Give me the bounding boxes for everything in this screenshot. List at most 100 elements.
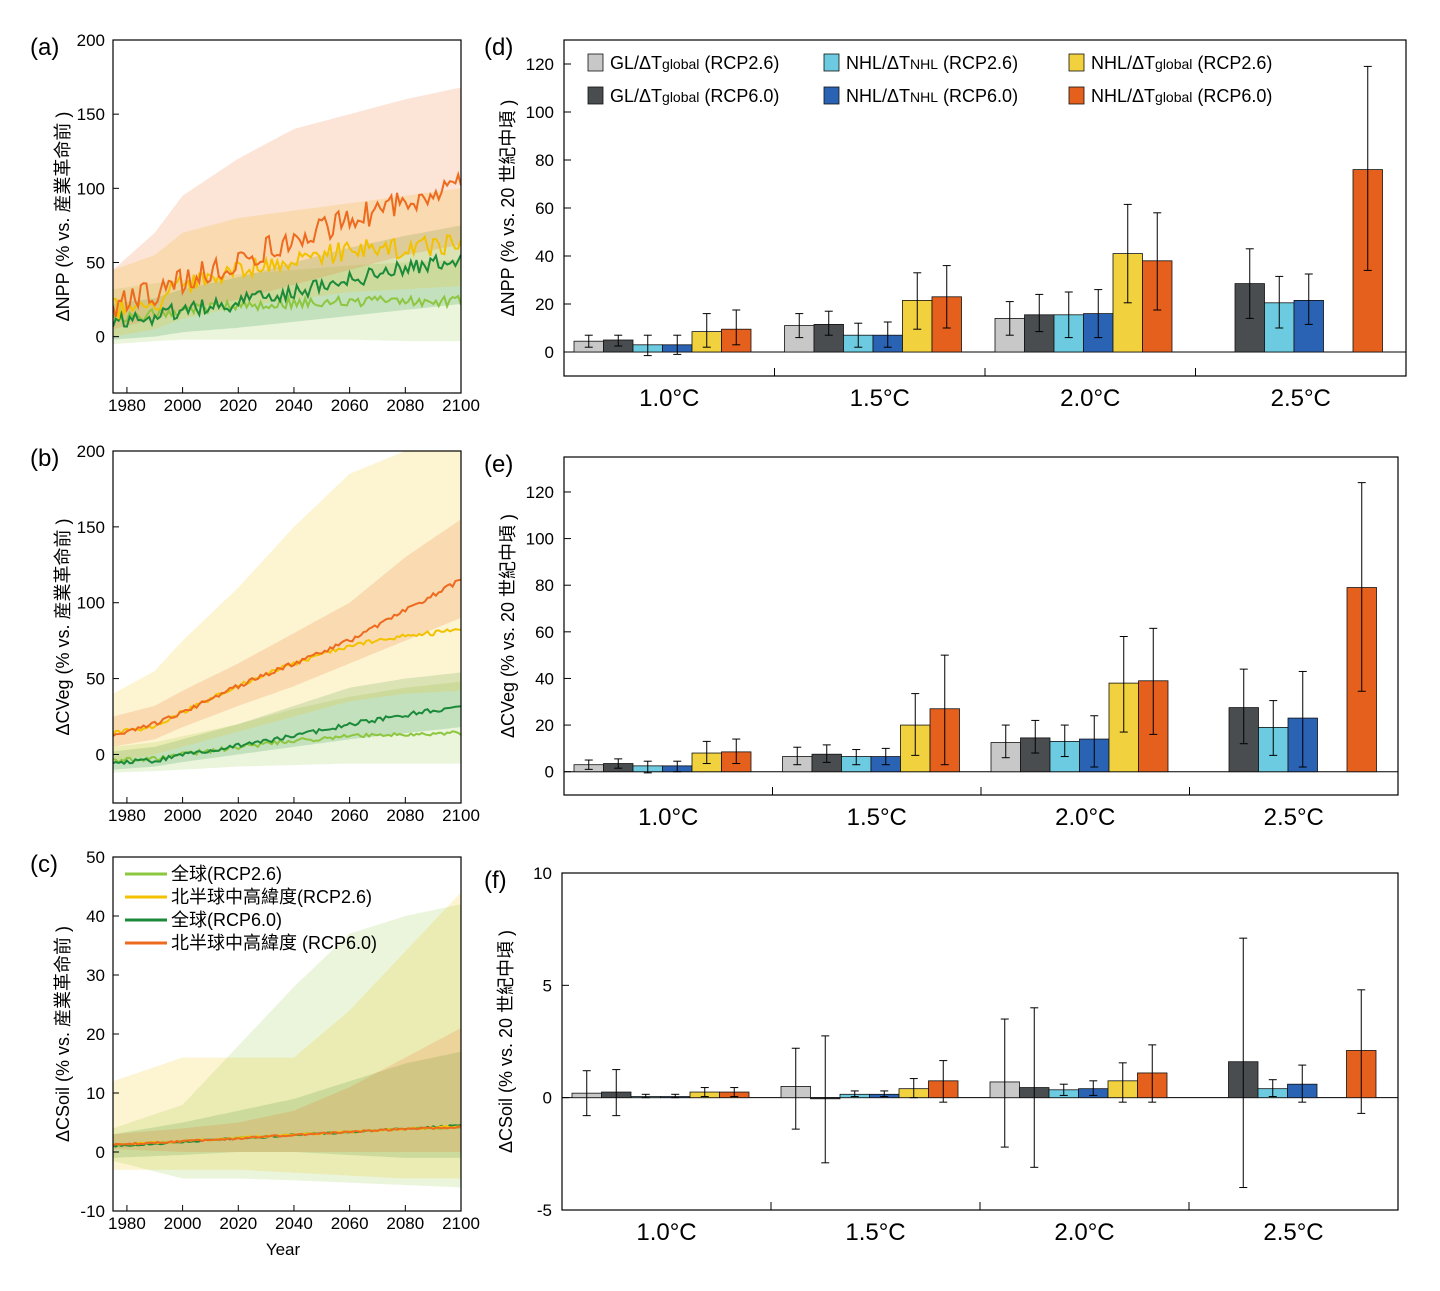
category-label: 1.0°C [636, 1219, 696, 1246]
category-label: 1.0°C [638, 804, 698, 831]
y-axis-label: ΔCVeg (% vs. 産業革命前 ) [53, 518, 73, 735]
xtick-label: 2020 [219, 1214, 257, 1233]
ytick-label: 150 [77, 518, 105, 537]
legend-swatch [587, 86, 604, 105]
category-label: 2.5°C [1263, 1219, 1323, 1246]
legend-label: NHL/ΔTNHL (RCP6.0) [846, 86, 1018, 106]
panel-label: (d) [484, 34, 513, 61]
xtick-label: 2080 [386, 806, 424, 825]
line-panel-a: 0 50 100 150 200 1980 2000 2020 2040 2060 2080 2100… [30, 31, 480, 415]
legend-label: NHL/ΔTglobal (RCP2.6) [1091, 53, 1272, 73]
ytick-label: 80 [535, 151, 554, 170]
ytick-label: 100 [526, 103, 554, 122]
band-nhl_rcp60 [113, 519, 461, 747]
ytick-label: 20 [86, 1025, 105, 1044]
xtick-label: 1980 [108, 806, 146, 825]
panel-label: (f) [484, 867, 507, 894]
category-label: 2.5°C [1264, 804, 1324, 831]
ytick-label: 0 [545, 763, 554, 782]
category-label: 2.5°C [1271, 385, 1331, 412]
y-axis-label: ΔCVeg (% vs. 20 世紀中頃 ) [498, 514, 518, 738]
ytick-label: 50 [86, 848, 105, 867]
line-gl_rcp26 [113, 293, 461, 323]
xtick-label: 2040 [275, 806, 313, 825]
axes-frame-a [112, 39, 462, 394]
ytick-label: 30 [86, 966, 105, 985]
panel-label: (a) [30, 34, 59, 61]
xtick-label: 2020 [219, 396, 257, 415]
line-panel-b: 0 50 100 150 200 1980 2000 2020 2040 2060 2080 2100… [30, 442, 480, 825]
legend-swatch [1068, 53, 1085, 72]
xtick-label: 2100 [442, 1214, 480, 1233]
ytick-label: 150 [77, 105, 105, 124]
panel-label: (e) [484, 451, 513, 478]
plot-area-c [113, 892, 461, 1188]
xtick-label: 2000 [164, 396, 202, 415]
ytick-label: 80 [535, 576, 554, 595]
ytick-label: 60 [535, 623, 554, 642]
ytick-label: 200 [77, 31, 105, 50]
xtick-label: 1980 [108, 396, 146, 415]
ytick-label: 100 [77, 179, 105, 198]
ytick-label: 0 [96, 1143, 105, 1162]
band-nhl_rcp26 [113, 892, 461, 1179]
xtick-label: 2000 [164, 806, 202, 825]
ytick-label: 0 [96, 328, 105, 347]
band-nhl_rcp60 [113, 87, 461, 330]
ytick-label: 5 [543, 976, 552, 995]
legend-label: 全球(RCP2.6) [171, 864, 282, 884]
xtick-label: 2060 [331, 806, 369, 825]
bar-panel-e: 0 20 40 60 80 100 120 1.0°C 1.5°C 2.0°C 2.5°C (e) ΔC… [484, 451, 1399, 831]
category-label: 2.0°C [1054, 1219, 1114, 1246]
xtick-label: 2020 [219, 806, 257, 825]
panel-label: (c) [30, 851, 58, 878]
ytick-label: 50 [86, 253, 105, 272]
ytick-label: 60 [535, 199, 554, 218]
xtick-label: 1980 [108, 1214, 146, 1233]
xtick-label: 2060 [331, 396, 369, 415]
band-gl_rcp26 [113, 904, 461, 1188]
ytick-label: 120 [526, 483, 554, 502]
ytick-label: 40 [535, 669, 554, 688]
line-gl_rcp60 [113, 252, 461, 328]
xtick-label: 2040 [275, 1214, 313, 1233]
ytick-label: 10 [533, 864, 552, 883]
ytick-label: 40 [86, 907, 105, 926]
line-nhl_rcp26 [113, 234, 461, 320]
line-nhl_rcp60 [113, 578, 461, 737]
category-label: 2.0°C [1055, 804, 1115, 831]
band-nhl_rcp26 [113, 451, 461, 762]
category-label: 1.5°C [850, 385, 910, 412]
xtick-label: 2080 [386, 1214, 424, 1233]
axes-frame-b [112, 450, 462, 804]
category-label: 1.5°C [845, 1219, 905, 1246]
xtick-label: 2000 [164, 1214, 202, 1233]
line-gl_rcp26 [113, 730, 461, 764]
ytick-label: 120 [526, 55, 554, 74]
xtick-label: 2060 [331, 1214, 369, 1233]
line-nhl_rcp60 [113, 1125, 461, 1147]
legend-label: NHL/ΔTglobal (RCP6.0) [1091, 86, 1272, 106]
ytick-label: 10 [86, 1084, 105, 1103]
ytick-label: -10 [80, 1202, 105, 1221]
line-gl_rcp60 [113, 705, 461, 766]
plot-area-b [113, 451, 461, 773]
legend-swatch [1068, 86, 1085, 105]
ytick-label: 0 [543, 1089, 552, 1108]
legend-label: 北半球中高緯度(RCP2.6) [171, 887, 372, 907]
ytick-label: 20 [535, 295, 554, 314]
line-nhl_rcp60 [113, 170, 461, 318]
ytick-label: 40 [535, 247, 554, 266]
band-gl_rcp60 [113, 672, 461, 770]
y-axis-label: ΔNPP (% vs. 20 世紀中頃 ) [498, 100, 518, 317]
plot-area-a [113, 87, 461, 345]
panel-label: (b) [30, 445, 59, 472]
ytick-label: 20 [535, 716, 554, 735]
bar-panel-f: -5 0 5 10 1.0°C 1.5°C 2.0°C 2.5°C (f) ΔCSoil (% v… [484, 864, 1399, 1246]
x-axis-label: Year [266, 1240, 301, 1259]
legend-label: 北半球中高緯度 (RCP6.0) [171, 933, 377, 953]
xtick-label: 2100 [442, 806, 480, 825]
band-nhl_rcp60 [113, 1028, 461, 1152]
legend-label: NHL/ΔTNHL (RCP2.6) [846, 53, 1018, 73]
